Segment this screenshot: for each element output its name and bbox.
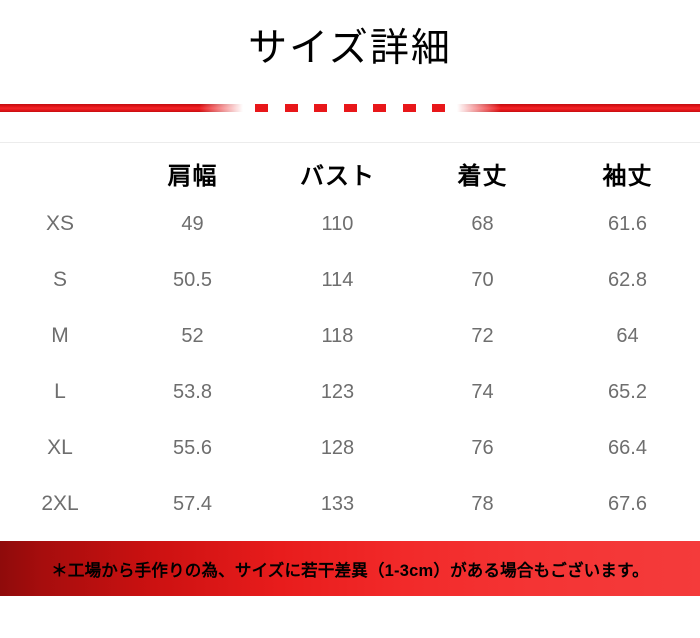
cell-size: XL: [47, 436, 73, 459]
cell-length: 78: [471, 492, 494, 515]
page-title-container: サイズ詳細: [0, 0, 700, 96]
column-header-size: [0, 150, 120, 196]
cell-sleeve: 67.6: [608, 492, 647, 515]
cell-shoulder: 50.5: [173, 268, 212, 291]
cell-sleeve: 61.6: [608, 212, 647, 235]
divider-dash: [343, 104, 357, 112]
cell-sleeve: 66.4: [608, 436, 647, 459]
cell-shoulder: 57.4: [173, 492, 212, 515]
divider-dash: [314, 104, 327, 112]
cell-size: 2XL: [41, 492, 79, 515]
cell-bust: 114: [321, 268, 354, 291]
cell-shoulder: 53.8: [173, 380, 212, 403]
table-row: XL 55.6 128 76 66.4: [0, 420, 700, 476]
cell-length: 72: [471, 324, 494, 347]
divider-dash: [373, 104, 386, 112]
table-row: M 52 118 72 64: [0, 308, 700, 364]
table-row: XS 49 110 68 61.6: [0, 196, 700, 252]
cell-length: 74: [471, 380, 494, 403]
size-chart-table: 肩幅 バスト 着丈 袖丈 XS 49 110 68 61.6 S 50.5 11…: [0, 150, 700, 532]
divider-dashes: [255, 104, 445, 112]
divider-dash: [402, 104, 416, 112]
table-row: S 50.5 114 70 62.8: [0, 252, 700, 308]
column-header-shoulder: 肩幅: [167, 162, 218, 190]
table-row: L 53.8 123 74 65.2: [0, 364, 700, 420]
table-row: 2XL 57.4 133 78 67.6: [0, 476, 700, 532]
notice-banner: ＊工場から手作りの為、サイズに若干差異（1-3cm）がある場合もございます。: [0, 541, 700, 596]
table-body: XS 49 110 68 61.6 S 50.5 114 70 62.8 M 5…: [0, 196, 700, 532]
divider-dash: [432, 104, 445, 112]
cell-size: M: [51, 324, 69, 347]
cell-bust: 133: [320, 492, 355, 515]
cell-shoulder: 52: [181, 324, 204, 347]
divider-dash: [284, 104, 298, 112]
page-title: サイズ詳細: [248, 26, 452, 70]
cell-shoulder: 49: [181, 212, 204, 235]
cell-bust: 110: [321, 212, 354, 235]
column-header-length: 着丈: [457, 162, 508, 190]
column-header-sleeve: 袖丈: [602, 162, 653, 190]
cell-length: 68: [471, 212, 494, 235]
divider-bar-left: [0, 104, 243, 112]
cell-shoulder: 55.6: [173, 436, 212, 459]
table-header-row: 肩幅 バスト 着丈 袖丈: [0, 150, 700, 196]
divider-bar-right: [457, 104, 700, 112]
table-top-rule: [0, 142, 700, 143]
cell-length: 70: [471, 268, 494, 291]
cell-size: XS: [45, 212, 74, 235]
cell-size: L: [54, 380, 66, 403]
table-header: 肩幅 バスト 着丈 袖丈: [0, 150, 700, 196]
divider-dash: [255, 104, 268, 112]
decorative-divider: [0, 101, 700, 115]
cell-sleeve: 64: [616, 324, 639, 347]
cell-sleeve: 65.2: [608, 380, 647, 403]
cell-sleeve: 62.8: [608, 268, 647, 291]
notice-text: ＊工場から手作りの為、サイズに若干差異（1-3cm）がある場合もございます。: [51, 561, 649, 580]
cell-bust: 128: [320, 436, 355, 459]
cell-size: S: [52, 268, 67, 291]
cell-bust: 118: [321, 324, 354, 347]
cell-length: 76: [471, 436, 494, 459]
column-header-bust: バスト: [300, 162, 375, 190]
cell-bust: 123: [320, 380, 355, 403]
